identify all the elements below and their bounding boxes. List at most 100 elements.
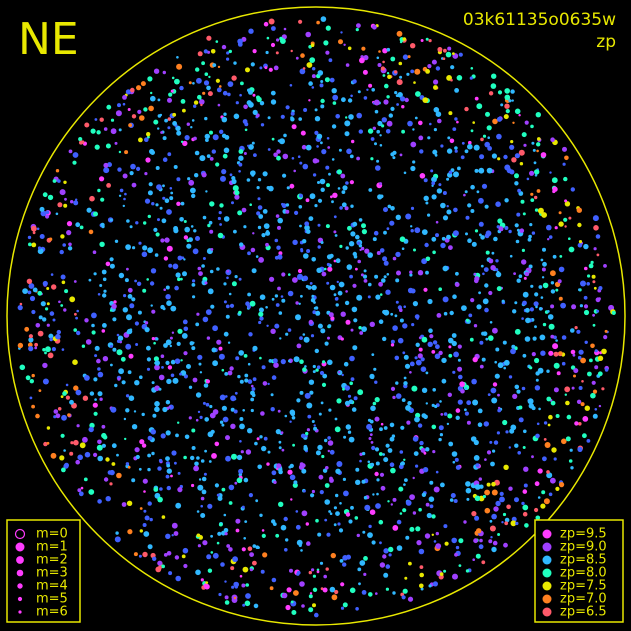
- star: [534, 292, 539, 297]
- star: [448, 353, 453, 358]
- star: [508, 446, 511, 449]
- star: [302, 367, 307, 372]
- star: [268, 18, 275, 25]
- star: [411, 385, 418, 392]
- star: [604, 329, 608, 333]
- star: [395, 251, 401, 258]
- star: [141, 412, 145, 417]
- star: [236, 477, 243, 484]
- star: [449, 138, 455, 144]
- star: [457, 366, 463, 372]
- star: [147, 247, 154, 254]
- star: [407, 120, 413, 127]
- star: [171, 450, 177, 456]
- star: [573, 374, 576, 378]
- star: [247, 379, 253, 384]
- star: [465, 318, 469, 322]
- star: [390, 339, 395, 344]
- star: [510, 89, 515, 94]
- star: [226, 270, 230, 273]
- star: [174, 358, 181, 365]
- star: [191, 283, 196, 287]
- star: [395, 214, 401, 220]
- star: [435, 220, 439, 224]
- star: [124, 278, 129, 283]
- star: [281, 592, 288, 599]
- star: [339, 206, 343, 210]
- star: [84, 318, 89, 323]
- star: [383, 426, 388, 430]
- star: [367, 460, 371, 464]
- star: [471, 510, 477, 517]
- star: [277, 217, 284, 224]
- star: [200, 513, 206, 518]
- star: [234, 391, 238, 395]
- star: [59, 249, 64, 255]
- star: [328, 58, 333, 63]
- star: [330, 195, 333, 199]
- star: [102, 293, 107, 298]
- star: [202, 91, 206, 95]
- star: [109, 263, 115, 269]
- star: [85, 339, 92, 345]
- star: [94, 354, 98, 358]
- star: [577, 355, 582, 360]
- star: [284, 548, 288, 552]
- star: [204, 116, 208, 121]
- star: [492, 540, 498, 546]
- star: [308, 99, 311, 102]
- star: [214, 483, 219, 488]
- star: [320, 328, 326, 334]
- star: [361, 451, 366, 456]
- star: [583, 309, 590, 316]
- star: [300, 53, 305, 58]
- star: [591, 274, 596, 279]
- zp-marker: [542, 568, 552, 578]
- star: [217, 103, 221, 107]
- star: [270, 407, 275, 412]
- star: [521, 386, 526, 391]
- star: [386, 227, 390, 231]
- star: [380, 485, 386, 491]
- star: [455, 415, 460, 420]
- star: [421, 492, 427, 497]
- star: [219, 203, 224, 208]
- star: [248, 493, 253, 498]
- star: [35, 323, 41, 328]
- star: [202, 215, 207, 220]
- star: [247, 362, 251, 366]
- star: [452, 573, 458, 580]
- star: [454, 149, 458, 153]
- star: [494, 360, 498, 364]
- star: [502, 419, 508, 426]
- star: [430, 169, 434, 173]
- star: [347, 394, 352, 398]
- star: [145, 157, 151, 163]
- star: [403, 381, 408, 386]
- zp-label: zp=6.5: [560, 605, 607, 620]
- star: [177, 255, 183, 261]
- star: [154, 360, 160, 366]
- star: [223, 282, 227, 286]
- star: [147, 544, 153, 550]
- star: [297, 273, 303, 280]
- star: [66, 221, 73, 227]
- star: [126, 267, 129, 271]
- star: [473, 273, 476, 276]
- star: [243, 354, 248, 358]
- star: [592, 280, 596, 284]
- star: [103, 167, 110, 174]
- star: [453, 171, 459, 178]
- star: [583, 243, 589, 250]
- star: [126, 330, 131, 335]
- star: [456, 120, 459, 124]
- star: [172, 377, 179, 384]
- star: [521, 248, 526, 252]
- star: [234, 585, 238, 589]
- star: [460, 388, 465, 394]
- star: [166, 468, 172, 474]
- star: [184, 135, 190, 141]
- star: [250, 247, 256, 253]
- star: [419, 565, 424, 569]
- star: [424, 242, 429, 248]
